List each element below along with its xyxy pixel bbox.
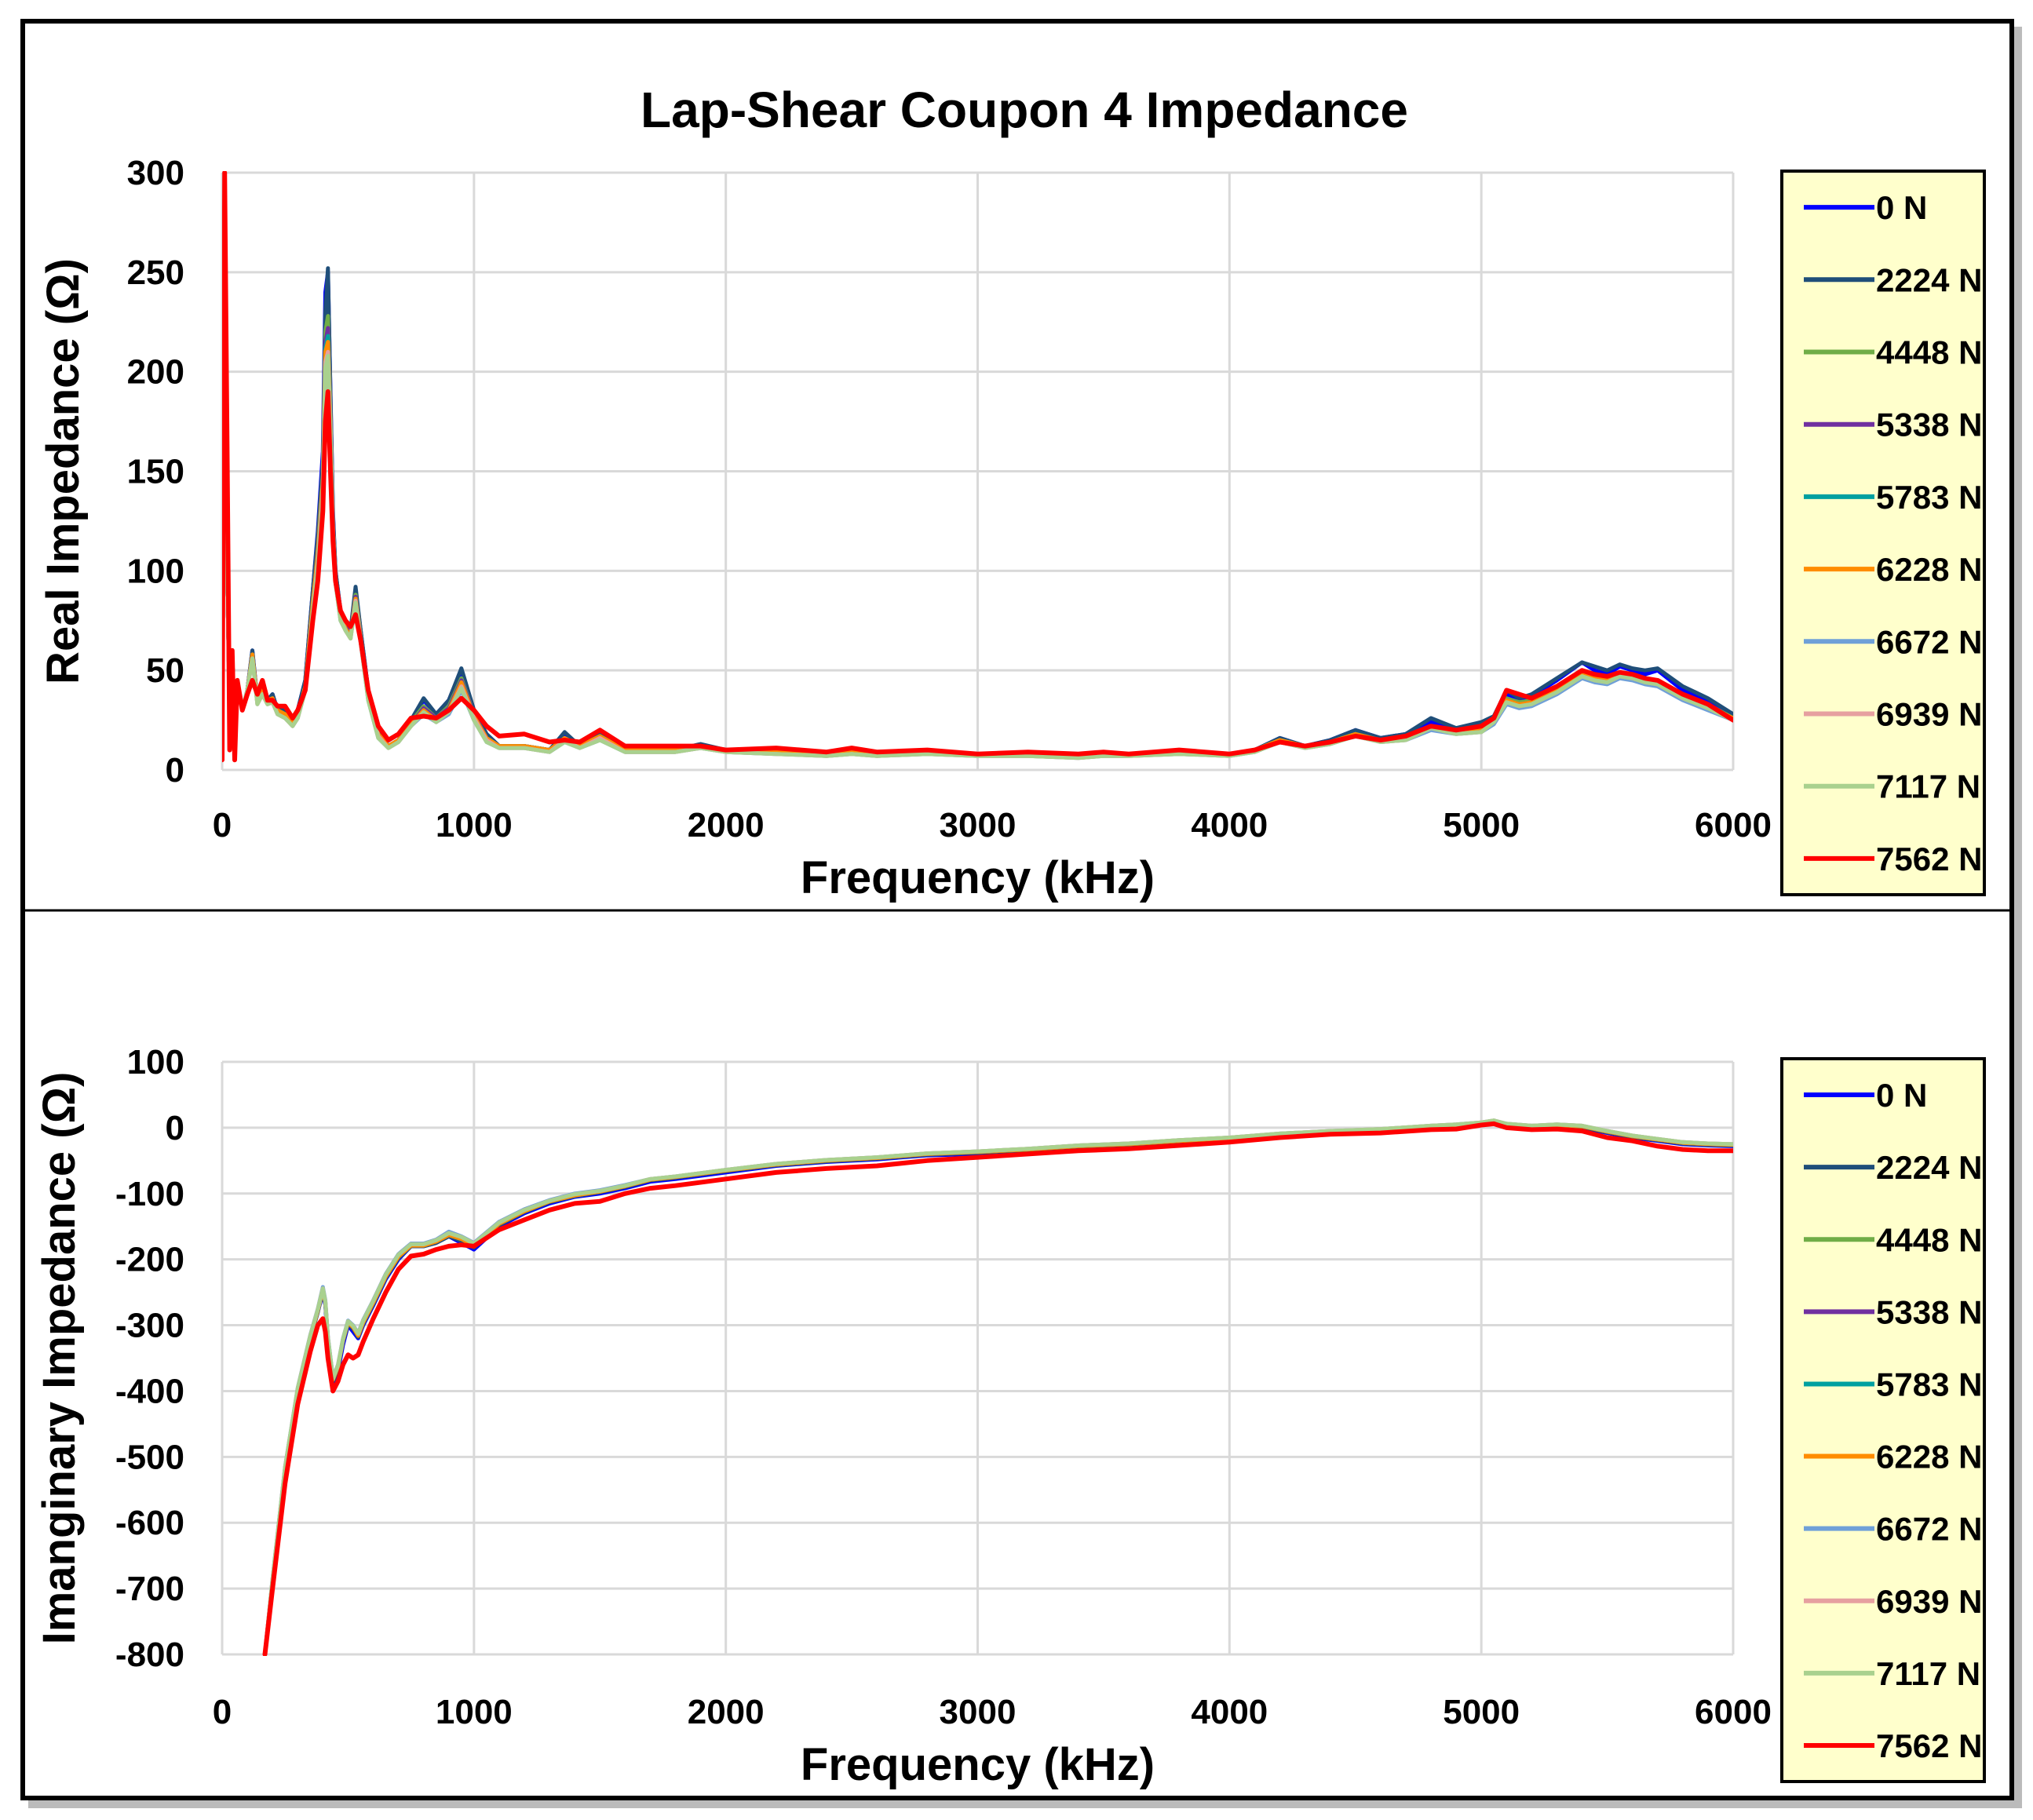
legend-label: 2224 N: [1876, 1149, 1982, 1186]
real-impedance-chart: 0 1000 2000 3000 4000 5000 6000 0 50 100 150 200 250…: [38, 154, 1772, 903]
legend-box: [1780, 1057, 1986, 1783]
x-tick-label: 4000: [1191, 806, 1268, 844]
legend-label: 6672 N: [1876, 1511, 1982, 1548]
x-tick-label: 6000: [1695, 1693, 1772, 1731]
legend-box: [1780, 170, 1986, 896]
x-tick-label: 1000: [436, 1693, 513, 1731]
x-tick-label: 3000: [940, 806, 1016, 844]
y-tick-label: -800: [115, 1636, 184, 1674]
legend-label: 5783 N: [1876, 479, 1982, 516]
y-tick-label: 0: [166, 751, 184, 790]
legend-top: 0 N 2224 N 4448 N 5338 N 5783 N 6228 N 6672 N 6…: [1780, 170, 1986, 896]
y-tick-label: 0: [166, 1109, 184, 1147]
legend-label: 2224 N: [1876, 261, 1982, 298]
legend-bottom: 0 N 2224 N 4448 N 5338 N 5783 N 6228 N 6672 N 6…: [1780, 1057, 1986, 1783]
x-tick-label: 2000: [688, 1693, 765, 1731]
x-tick-label: 1000: [436, 806, 513, 844]
y-tick-label: -400: [115, 1372, 184, 1410]
x-tick-label: 5000: [1443, 1693, 1520, 1731]
y-tick-label: 200: [127, 353, 184, 392]
legend-label: 5338 N: [1876, 1293, 1982, 1330]
y-tick-label: -100: [115, 1175, 184, 1213]
series-line-6228-N: [263, 1119, 1733, 1656]
y-tick-label: -300: [115, 1307, 184, 1345]
series-line-0-N: [263, 1120, 1733, 1656]
x-axis-label: Frequency (kHz): [801, 1739, 1155, 1790]
y-tick-label: 50: [146, 651, 184, 690]
y-axis-label: Imanginary Impedance (Ω): [34, 1072, 85, 1645]
series-line-6672-N: [263, 1118, 1733, 1656]
series-line-5338-N: [263, 1119, 1733, 1656]
x-tick-label: 5000: [1443, 806, 1520, 844]
legend-label: 6939 N: [1876, 1583, 1982, 1620]
legend-label: 4448 N: [1876, 334, 1982, 371]
legend-label: 4448 N: [1876, 1221, 1982, 1258]
series-lines: [262, 1118, 1733, 1656]
y-tick-label: 250: [127, 253, 184, 292]
legend-label: 0 N: [1876, 1077, 1927, 1114]
legend-label: 5783 N: [1876, 1366, 1982, 1402]
y-tick-label: -200: [115, 1241, 184, 1279]
legend-label: 6672 N: [1876, 623, 1982, 660]
legend-label: 6228 N: [1876, 551, 1982, 588]
x-tick-label: 0: [213, 806, 232, 844]
y-tick-label: -600: [115, 1504, 184, 1542]
x-tick-label: 6000: [1695, 806, 1772, 844]
imaginary-impedance-chart: 0 1000 2000 3000 4000 5000 6000-800-700-600-50…: [34, 1043, 1772, 1790]
legend-label: 7562 N: [1876, 1727, 1982, 1764]
x-tick-label: 3000: [940, 1693, 1016, 1731]
series-line-7562-N: [222, 171, 1733, 763]
series-line-4448-N: [263, 1119, 1733, 1656]
series-line-7117-N: [263, 1118, 1733, 1656]
series-line-7562-N: [262, 1121, 1733, 1656]
y-tick-label: -500: [115, 1438, 184, 1476]
x-axis-label: Frequency (kHz): [801, 852, 1155, 903]
x-tick-label: 4000: [1191, 1693, 1268, 1731]
x-tick-label: 2000: [688, 806, 765, 844]
series-line-6939-N: [263, 1118, 1733, 1656]
y-tick-label: 100: [127, 1043, 184, 1081]
legend-label: 5338 N: [1876, 407, 1982, 443]
y-axis-label: Real Impedance (Ω): [38, 258, 89, 684]
series-line-7117-N: [222, 290, 1733, 760]
y-tick-label: 100: [127, 552, 184, 590]
legend-label: 7117 N: [1876, 1655, 1980, 1692]
y-tick-label: -700: [115, 1570, 184, 1608]
y-tick-label: 300: [127, 154, 184, 192]
legend-label: 7117 N: [1876, 768, 1980, 805]
series-line-5783-N: [263, 1119, 1733, 1656]
legend-label: 7562 N: [1876, 841, 1982, 877]
chart-title: Lap-Shear Coupon 4 Impedance: [641, 82, 1408, 138]
series-lines: [222, 171, 1733, 763]
series-line-2224-N: [263, 1119, 1733, 1656]
y-tick-label: 150: [127, 453, 184, 491]
legend-label: 0 N: [1876, 189, 1927, 226]
legend-label: 6228 N: [1876, 1439, 1982, 1475]
legend-label: 6939 N: [1876, 696, 1982, 733]
figure-frame: [20, 19, 2014, 1800]
x-tick-label: 0: [213, 1693, 232, 1731]
